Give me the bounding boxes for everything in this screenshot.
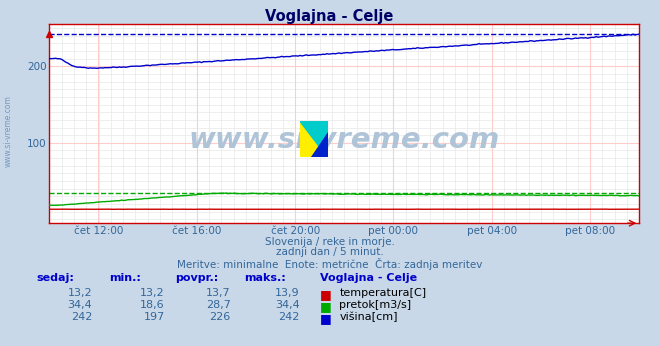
Text: 13,7: 13,7	[206, 288, 231, 298]
Text: sedaj:: sedaj:	[36, 273, 74, 283]
Text: www.si-vreme.com: www.si-vreme.com	[3, 95, 13, 167]
Text: 13,9: 13,9	[275, 288, 300, 298]
Text: ■: ■	[320, 288, 331, 301]
Text: 226: 226	[210, 312, 231, 322]
Text: www.si-vreme.com: www.si-vreme.com	[188, 126, 500, 154]
Text: zadnji dan / 5 minut.: zadnji dan / 5 minut.	[275, 247, 384, 257]
Text: 242: 242	[71, 312, 92, 322]
Text: ■: ■	[320, 312, 331, 325]
Text: pretok[m3/s]: pretok[m3/s]	[339, 300, 411, 310]
Text: min.:: min.:	[109, 273, 140, 283]
Text: Slovenija / reke in morje.: Slovenija / reke in morje.	[264, 237, 395, 247]
Polygon shape	[300, 121, 328, 157]
Polygon shape	[300, 121, 328, 157]
Text: povpr.:: povpr.:	[175, 273, 218, 283]
Text: 28,7: 28,7	[206, 300, 231, 310]
Text: 197: 197	[144, 312, 165, 322]
Text: 18,6: 18,6	[140, 300, 165, 310]
Text: maks.:: maks.:	[244, 273, 285, 283]
Text: 34,4: 34,4	[67, 300, 92, 310]
Text: 13,2: 13,2	[140, 288, 165, 298]
Polygon shape	[311, 132, 328, 157]
Text: 242: 242	[279, 312, 300, 322]
Text: ■: ■	[320, 300, 331, 313]
Text: Voglajna - Celje: Voglajna - Celje	[266, 9, 393, 24]
Text: višina[cm]: višina[cm]	[339, 312, 398, 322]
Text: Voglajna - Celje: Voglajna - Celje	[320, 273, 416, 283]
Text: Meritve: minimalne  Enote: metrične  Črta: zadnja meritev: Meritve: minimalne Enote: metrične Črta:…	[177, 258, 482, 270]
Text: 13,2: 13,2	[68, 288, 92, 298]
Text: 34,4: 34,4	[275, 300, 300, 310]
Text: temperatura[C]: temperatura[C]	[339, 288, 426, 298]
